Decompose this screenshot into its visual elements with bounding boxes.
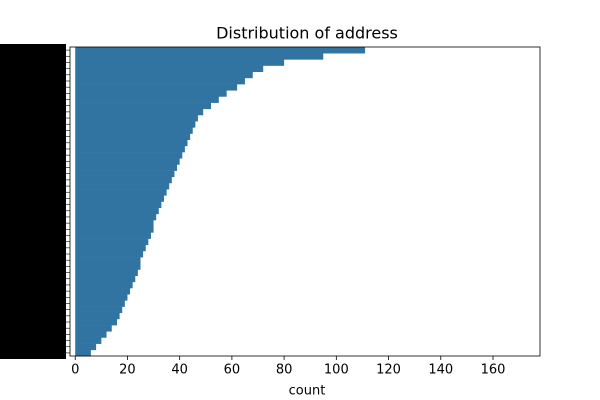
bar (75, 65, 264, 73)
bar (75, 232, 151, 239)
bar (75, 108, 204, 116)
bar (75, 294, 128, 301)
bar (75, 133, 191, 140)
x-tick-label: 20 (119, 363, 136, 378)
bar (75, 152, 183, 159)
illegible-labels (0, 44, 66, 359)
bar (75, 127, 193, 134)
x-tick-label: 160 (481, 363, 506, 378)
chart-title: Distribution of address (216, 24, 398, 43)
bar (75, 59, 285, 66)
x-tick-label: 80 (276, 363, 293, 378)
bar (75, 96, 219, 103)
bar (75, 102, 211, 110)
bar (75, 176, 172, 184)
bar (75, 281, 133, 289)
bar (75, 263, 141, 270)
bar (75, 77, 245, 85)
bar (75, 226, 154, 233)
bar (75, 213, 157, 221)
x-tick-label: 140 (428, 363, 453, 378)
x-tick-label: 120 (376, 363, 401, 378)
bar (75, 238, 149, 246)
bar (75, 312, 120, 320)
bar (75, 325, 112, 332)
bar (75, 300, 125, 307)
bar (75, 220, 154, 227)
x-axis-label: count (289, 384, 326, 399)
x-tick-label: 0 (71, 363, 79, 378)
bar (75, 201, 162, 208)
plot-frame (69, 46, 541, 357)
bar (75, 207, 159, 215)
bar (75, 250, 144, 258)
bar (75, 139, 188, 147)
bar (75, 331, 107, 338)
x-tick-label: 40 (171, 363, 188, 378)
bar (75, 158, 180, 165)
bar (75, 71, 253, 79)
bar (75, 288, 131, 295)
x-tick-label: 60 (224, 363, 241, 378)
bar (75, 269, 138, 276)
bar (75, 195, 164, 202)
bar (75, 164, 178, 171)
bar (75, 170, 175, 178)
bar (75, 349, 91, 357)
bar (75, 114, 198, 122)
bar (75, 257, 141, 264)
bar (75, 189, 167, 196)
bar (75, 121, 196, 128)
bar (75, 182, 170, 190)
bar (75, 275, 136, 283)
bar (75, 244, 146, 252)
bar (75, 337, 102, 344)
x-tick-label: 100 (324, 363, 349, 378)
bar (75, 84, 238, 91)
bar (75, 90, 227, 97)
bar (75, 47, 366, 54)
bar (75, 343, 97, 351)
bar (75, 145, 185, 153)
bar (75, 306, 123, 314)
bar (75, 53, 324, 60)
bar (75, 318, 117, 326)
